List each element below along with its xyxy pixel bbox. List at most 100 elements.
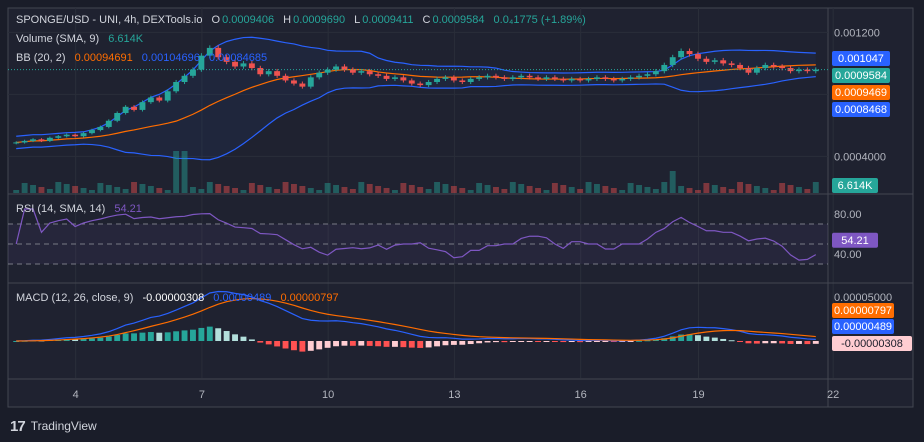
volume-bar	[543, 190, 550, 193]
change-value: 0.0₄1775 (+1.89%)	[493, 14, 586, 26]
candle-body	[737, 64, 743, 69]
volume-bar	[661, 182, 668, 193]
volume-bar	[652, 189, 659, 193]
candle-body	[131, 106, 137, 110]
volume-bar	[669, 171, 676, 193]
macd-hist-bar	[543, 341, 550, 342]
macd-hist-bar	[232, 334, 238, 341]
candle-body	[467, 78, 474, 82]
volume-bar	[223, 186, 230, 193]
macd-signal-value: 0.00000797	[280, 292, 339, 304]
macd-hist-bar	[812, 341, 819, 344]
rsi-badge	[832, 232, 878, 248]
bb-legend[interactable]: BB (20, 2) 0.00094691 0.00104696 0.00084…	[16, 52, 269, 64]
candle-body	[324, 69, 331, 73]
time-axis-label: 7	[199, 389, 205, 401]
volume-bar	[173, 151, 180, 193]
candle-body	[240, 63, 247, 67]
macd-hist-bar	[678, 334, 685, 341]
volume-bar	[206, 182, 213, 193]
macd-hist-bar	[400, 341, 407, 348]
volume-bar	[745, 184, 752, 193]
volume-bar	[358, 182, 365, 193]
candle-body	[333, 66, 339, 70]
price-badge-text: 0.0009469	[835, 87, 887, 99]
candle-body	[38, 139, 45, 141]
candle-body	[400, 77, 407, 81]
bb-fill	[16, 37, 816, 160]
macd-hist-bar	[257, 341, 264, 343]
candle-body	[526, 75, 533, 78]
volume-bar	[46, 189, 53, 193]
volume-bar	[686, 188, 693, 193]
macd-label: MACD (12, 26, close, 9)	[16, 292, 134, 304]
candle-body	[695, 54, 701, 59]
volume-bar	[585, 182, 592, 193]
candle-body	[215, 47, 222, 58]
candle-body	[501, 77, 508, 79]
macd-hist-bar	[291, 341, 297, 351]
volume-bar	[232, 188, 238, 193]
candle-body	[770, 64, 777, 67]
volume-bar	[30, 185, 36, 193]
rsi-value: 54.21	[114, 203, 142, 215]
rsi-legend[interactable]: RSI (14, SMA, 14) 54.21	[16, 203, 144, 215]
low-label: L	[354, 14, 361, 26]
volume-bar	[316, 190, 323, 193]
candle-body	[644, 74, 651, 76]
price-badge	[832, 102, 890, 117]
volume-bar	[383, 188, 390, 193]
volume-bar	[97, 183, 104, 193]
macd-hist-bar	[711, 337, 718, 341]
rsi-axis-label: 80.00	[834, 209, 862, 221]
tradingview-footer[interactable]: 17 TradingView	[10, 416, 97, 436]
macd-hist-bar	[796, 341, 802, 344]
time-axis-label: 19	[692, 389, 704, 401]
volume-bar	[400, 183, 407, 193]
candle-body	[652, 71, 659, 75]
candle-body	[383, 75, 390, 79]
macd-hist-bar	[787, 341, 794, 344]
macd-hist-bar	[173, 331, 180, 341]
volume-bar	[190, 187, 196, 193]
candle-body	[173, 82, 180, 92]
candle-body	[493, 75, 499, 78]
volume-bar	[636, 185, 642, 193]
macd-hist-bar	[669, 336, 676, 341]
macd-hist-bar	[644, 340, 651, 342]
candle-body	[568, 78, 575, 81]
candle-body	[450, 77, 457, 81]
volume-legend[interactable]: Volume (SMA, 9) 6.614K	[16, 33, 145, 45]
volume-bar	[13, 190, 20, 193]
candle-body	[21, 140, 28, 143]
volume-bar	[484, 185, 491, 193]
macd-axis-label: 0.00005000	[834, 292, 892, 304]
macd-hist-bar	[450, 341, 457, 345]
volume-bar	[526, 186, 533, 193]
macd-hist-bar	[392, 341, 398, 347]
volume-bar	[198, 189, 205, 193]
symbol-title[interactable]: SPONGE/USD - UNI, 4h, DEXTools.io	[16, 14, 203, 26]
macd-hist-bar	[114, 334, 121, 341]
volume-bar	[274, 189, 281, 193]
volume-bar	[291, 184, 297, 193]
volume-bar	[114, 187, 121, 193]
ohlc-legend: SPONGE/USD - UNI, 4h, DEXTools.io O 0.000…	[16, 14, 588, 26]
candle-body	[585, 78, 592, 81]
volume-bar	[139, 184, 146, 193]
macd-hist-bar	[442, 341, 449, 346]
volume-bar	[38, 187, 45, 193]
macd-hist-bar	[762, 341, 769, 344]
volume-bar	[720, 187, 727, 193]
bb-basis-value: 0.00094691	[74, 52, 133, 64]
macd-legend[interactable]: MACD (12, 26, close, 9) -0.00000308 0.00…	[16, 292, 341, 304]
candle-body	[114, 113, 121, 121]
macd-hist-bar	[299, 341, 306, 352]
macd-hist-bar	[139, 332, 146, 341]
macd-hist-bar	[122, 333, 129, 341]
macd-badge-text: -0.00000308	[841, 338, 903, 350]
macd-hist-bar	[190, 329, 196, 341]
macd-hist-bar	[509, 341, 516, 342]
candle-body	[55, 136, 62, 138]
